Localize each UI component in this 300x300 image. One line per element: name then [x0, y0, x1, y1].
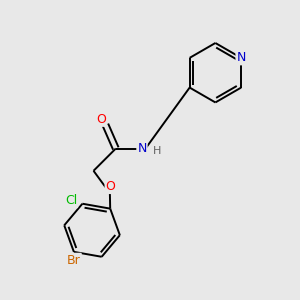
Text: O: O — [106, 180, 116, 193]
Text: H: H — [153, 146, 161, 156]
Text: N: N — [236, 51, 246, 64]
Text: Cl: Cl — [65, 194, 77, 207]
Text: O: O — [96, 113, 106, 126]
Text: N: N — [137, 142, 147, 155]
Text: Br: Br — [67, 254, 81, 267]
